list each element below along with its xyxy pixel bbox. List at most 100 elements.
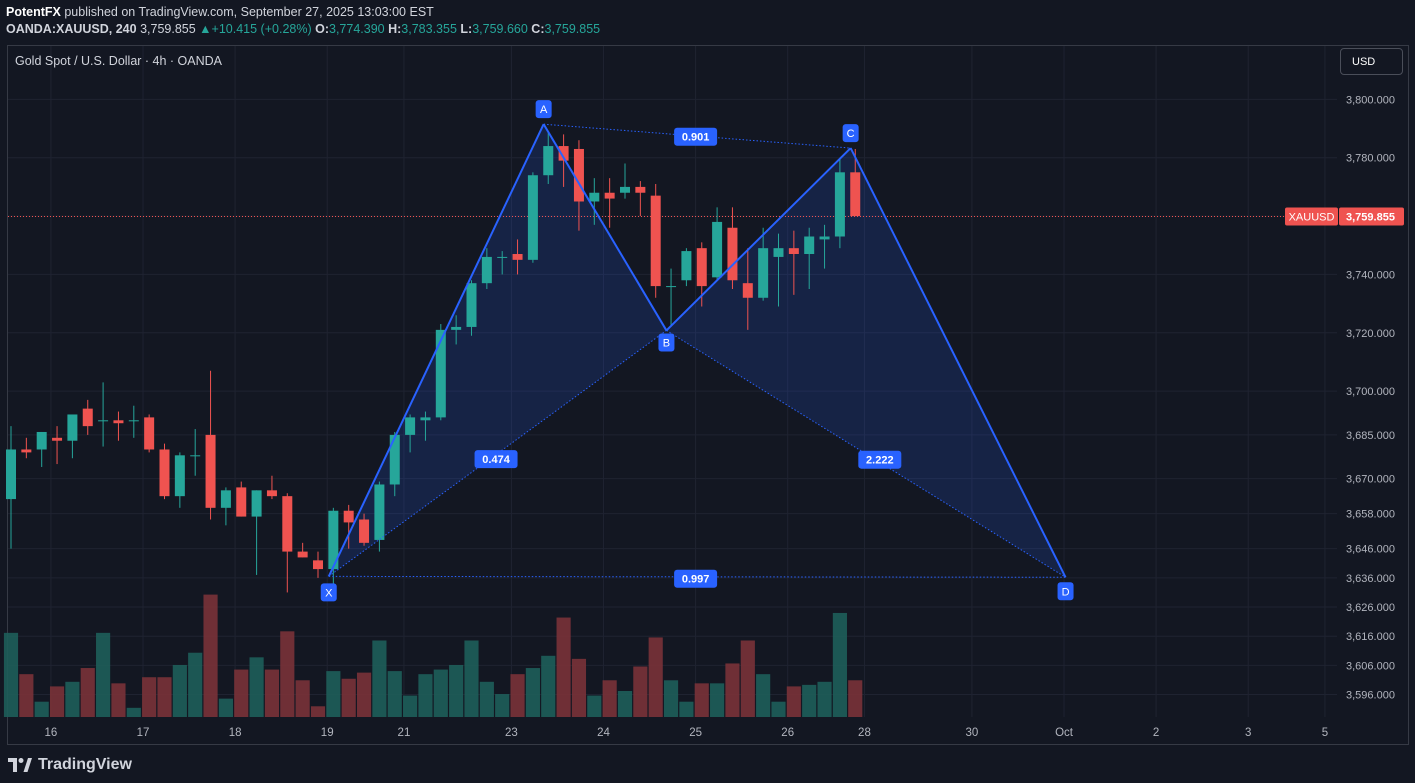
candle-body [497, 256, 508, 258]
candle [297, 542, 308, 558]
volume-bar [832, 612, 847, 717]
volume-bar [495, 694, 510, 717]
open-label: O: [315, 22, 329, 36]
leg-xa[interactable] [327, 123, 545, 577]
tradingview-logo-icon [8, 758, 32, 772]
candle-body [758, 248, 769, 298]
candle [82, 399, 93, 435]
ratio-label-text: 0.997 [682, 574, 710, 586]
ratio-label-bg [474, 450, 518, 469]
currency-button[interactable]: USD [1340, 48, 1403, 75]
candle [758, 227, 769, 301]
low-label: L: [460, 22, 473, 36]
candle-body [82, 408, 93, 427]
time-tick-label: 24 [597, 727, 610, 739]
point-label: B [663, 337, 670, 349]
volume-bar [96, 632, 111, 717]
price-tick-label: 3,740.000 [1346, 269, 1395, 281]
volume-bar [111, 683, 126, 717]
leg-cd[interactable] [849, 147, 1067, 578]
tradingview-logo[interactable]: TradingView [8, 756, 132, 774]
ratio-label: 2.222 [858, 450, 902, 469]
candle [21, 437, 32, 459]
candle-body [343, 510, 354, 523]
price-tick-label: 3,700.000 [1346, 386, 1395, 398]
candle [451, 315, 462, 345]
volume-bar [142, 677, 157, 717]
published-text: published on TradingView.com, September … [60, 5, 434, 19]
volume-bar [633, 666, 648, 717]
pattern-triangle-bcd [666, 148, 1066, 578]
ratio-label: 0.474 [474, 450, 518, 469]
footer: TradingView [0, 748, 1415, 783]
symbol-interval[interactable]: OANDA:XAUUSD, 240 [6, 22, 137, 36]
candle [98, 382, 109, 447]
candle [466, 280, 477, 336]
high-label: H: [388, 22, 402, 36]
candle-body [282, 496, 293, 552]
pattern-triangle-xab [328, 124, 667, 577]
harmonic-pattern-lines[interactable] [327, 123, 1067, 578]
candle [666, 268, 677, 327]
leg-bc[interactable] [665, 147, 852, 332]
volume-bar [264, 669, 280, 717]
volume-bar [602, 680, 617, 717]
price-axis[interactable]: 3,800.0003,780.0003,760.0003,740.0003,72… [1285, 94, 1404, 702]
ratio-label-bg [858, 450, 902, 469]
point-label-bg [535, 100, 552, 119]
candle-body [804, 236, 815, 255]
candle-body [573, 148, 584, 202]
time-tick-label: 16 [45, 727, 58, 739]
price-tag-bg [1339, 207, 1404, 226]
candle [328, 507, 339, 584]
volume-bar [341, 678, 356, 717]
candle-body [466, 283, 477, 327]
candle [850, 148, 861, 217]
leg-ac[interactable] [543, 123, 851, 149]
volume-bar [3, 632, 19, 717]
ratio-label-text: 0.901 [682, 132, 710, 144]
volume-bars [3, 594, 863, 717]
time-tick-label: 21 [398, 727, 411, 739]
time-axis[interactable]: 16 17 18 19 21 23 24 25 26 28 30 Oct 2 3 5 [45, 727, 1329, 739]
pattern-point-d: D [1057, 582, 1074, 601]
leg-ab[interactable] [542, 123, 668, 331]
candle [512, 239, 523, 275]
candle [635, 181, 646, 217]
candle [589, 178, 600, 225]
candle-body [527, 175, 538, 260]
volume-bar [464, 640, 479, 717]
point-label-bg [1057, 582, 1074, 601]
volume-bar [587, 695, 602, 717]
time-tick-label: 18 [229, 727, 242, 739]
volume-bar [80, 668, 95, 717]
candle-body [558, 146, 569, 161]
candle-body [328, 510, 339, 570]
volume-bar [310, 706, 326, 717]
candle-body [266, 490, 277, 497]
candle-body [773, 248, 784, 257]
volume-bar [510, 674, 525, 717]
price-tag-value: 3,759.855 [1346, 212, 1395, 224]
pattern-point-a: A [535, 100, 552, 119]
candle-body [21, 449, 32, 453]
candle-body [589, 192, 600, 202]
candle [819, 224, 830, 269]
publisher-name[interactable]: PotentFX [6, 5, 61, 19]
candle [313, 551, 323, 578]
candle [604, 178, 615, 228]
ratio-label: 0.997 [674, 569, 718, 588]
volume-bar [848, 680, 863, 717]
candle [144, 414, 155, 453]
candle-body [144, 417, 155, 450]
candle-body [604, 192, 615, 199]
candle [6, 426, 16, 549]
volume-bar [786, 686, 801, 717]
volume-bar [694, 683, 709, 717]
volume-bar [295, 680, 310, 717]
time-tick-label: 3 [1245, 727, 1251, 739]
candle-body [374, 484, 385, 540]
candle-body [681, 251, 692, 281]
candle-body [159, 449, 170, 497]
